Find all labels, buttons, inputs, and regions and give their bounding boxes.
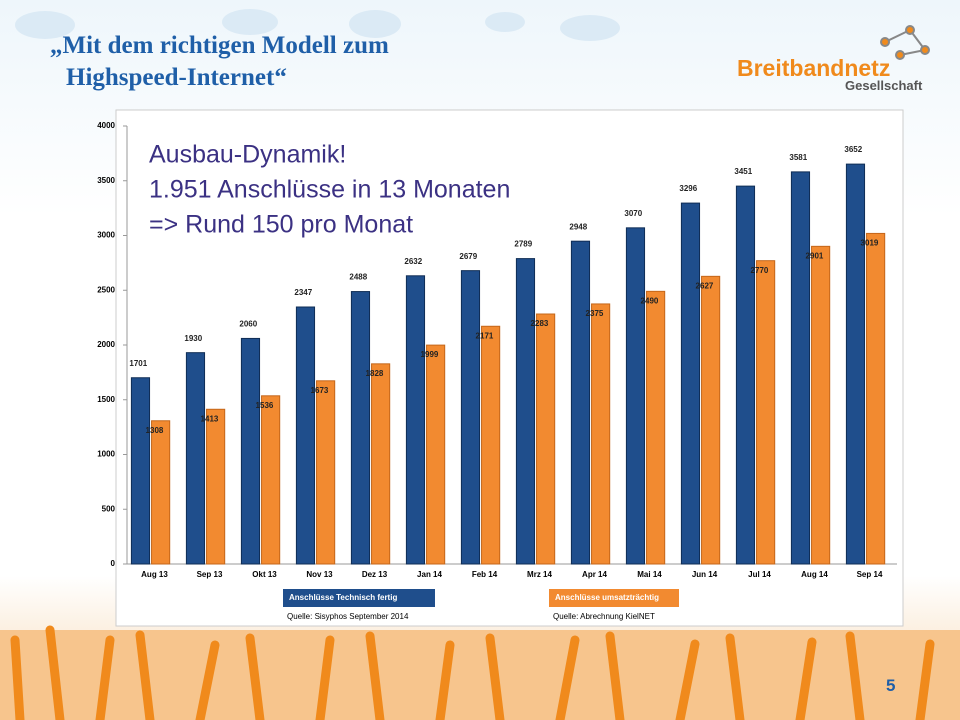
x-tick-label: Jun 14 [692,570,718,579]
x-tick-label: Nov 13 [306,570,333,579]
value-label: 2283 [531,319,549,328]
x-tick-label: Jan 14 [417,570,442,579]
value-label: 1536 [256,401,274,410]
bar [756,260,776,565]
annotation: 1.951 Anschlüsse in 13 Monaten [149,176,510,204]
bar [845,163,866,565]
page-number: 5 [886,676,896,695]
value-label: 1701 [129,359,147,368]
y-tick-label: 1500 [97,395,115,404]
bar [536,313,556,565]
value-label: 2948 [569,222,587,231]
y-tick-label: 2500 [97,285,115,294]
x-tick-label: Okt 13 [252,570,277,579]
x-tick-label: Mai 14 [637,570,662,579]
x-tick-label: Feb 14 [472,570,498,579]
logo-subtitle: Gesellschaft [845,78,923,93]
legend-swatch [549,589,679,607]
title-line: Highspeed-Internet“ [66,64,287,91]
bar [790,171,811,565]
source: Quelle: Sisyphos September 2014 [287,612,409,621]
bar [646,290,666,565]
logo-name: Breitbandnetz [737,55,891,81]
value-label: 3070 [624,209,642,218]
x-tick-label: Apr 14 [582,570,607,579]
bar [515,258,536,565]
bar [811,245,831,565]
value-label: 3296 [679,184,697,193]
x-tick-label: Aug 14 [801,570,828,579]
legend-swatch [283,589,435,607]
value-label: 3581 [789,153,807,162]
value-label: 2347 [294,288,312,297]
annotation: Ausbau-Dynamik! [149,141,346,169]
value-label: 1413 [201,414,219,423]
x-tick-label: Jul 14 [748,570,771,579]
y-tick-label: 2000 [97,340,115,349]
bar [680,202,701,565]
y-tick-label: 3500 [97,176,115,185]
bar [185,352,206,565]
value-label: 1930 [184,334,202,343]
value-label: 3451 [734,167,752,176]
value-label: 2679 [459,252,477,261]
bar [206,408,226,565]
x-tick-label: Dez 13 [362,570,388,579]
y-tick-label: 1000 [97,450,115,459]
x-tick-label: Sep 14 [857,570,883,579]
x-tick-label: Aug 13 [141,570,168,579]
bar [130,377,151,565]
bar [405,275,426,565]
y-tick-label: 500 [102,504,116,513]
bar [701,275,721,565]
value-label: 2488 [349,273,367,282]
value-label: 2770 [751,266,769,275]
annotation: => Rund 150 pro Monat [149,211,413,239]
value-label: 2060 [239,320,257,329]
value-label: 1999 [421,350,439,359]
legend-label: Anschlüsse Technisch fertig [289,593,397,602]
x-tick-label: Mrz 14 [527,570,552,579]
y-tick-label: 3000 [97,231,115,240]
value-label: 2901 [806,251,824,260]
y-tick-label: 4000 [97,121,115,130]
slide-title: „Mit dem richtigen Modell zum Highspeed-… [50,30,389,94]
bar [625,227,646,565]
bar [240,337,261,565]
bar [316,380,336,565]
bar [426,344,446,565]
bar [460,270,481,565]
bar [866,232,886,565]
bar [735,185,756,565]
value-label: 3652 [844,145,862,154]
bar [261,395,281,565]
y-tick-label: 0 [111,559,116,568]
bar [151,420,171,565]
legend-label: Anschlüsse umsatzträchtig [555,593,659,602]
bar [295,306,316,565]
value-label: 2375 [586,309,604,318]
source: Quelle: Abrechnung KielNET [553,612,655,621]
value-label: 2490 [641,296,659,305]
bar [371,363,391,565]
value-label: 1308 [146,426,164,435]
bar [570,240,591,565]
bar [350,291,371,565]
bar [481,325,501,565]
value-label: 2171 [476,331,494,340]
value-label: 1828 [366,369,384,378]
title-line: „Mit dem richtigen Modell zum [50,32,389,59]
x-tick-label: Sep 13 [197,570,223,579]
bar [591,303,611,565]
value-label: 2632 [404,257,422,266]
value-label: 1673 [311,386,329,395]
value-label: 2627 [696,281,714,290]
value-label: 2789 [514,240,532,249]
value-label: 3019 [861,239,879,248]
